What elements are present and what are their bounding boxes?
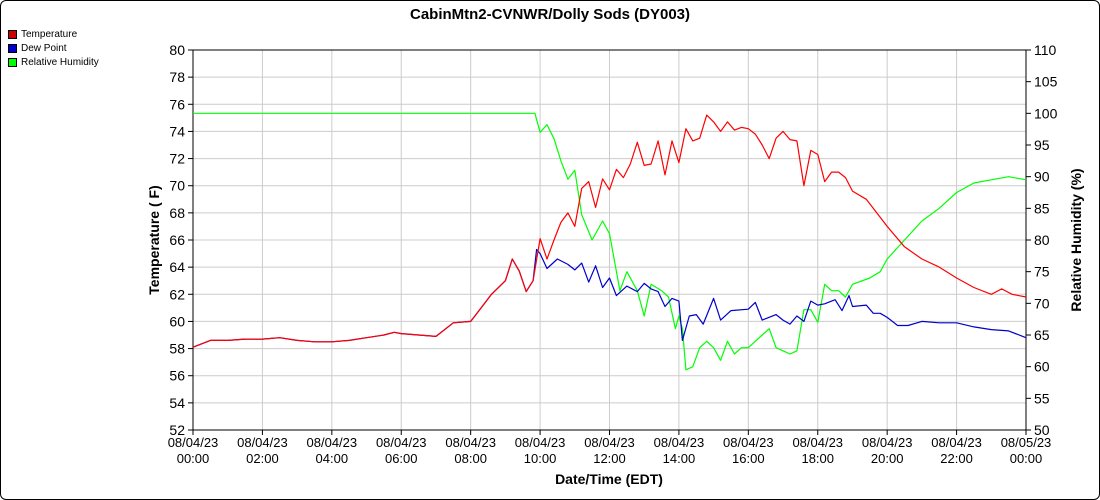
- x-tick-label-date: 08/04/23: [376, 435, 427, 450]
- x-tick-label-date: 08/04/23: [237, 435, 288, 450]
- y-tick-label: 56: [169, 368, 185, 384]
- x-axis-label: Date/Time (EDT): [555, 471, 663, 487]
- y2-tick-label: 100: [1034, 105, 1058, 121]
- legend: Temperature Dew Point Relative Humidity: [8, 27, 99, 69]
- series: [192, 112, 1027, 371]
- y2-tick-label: 90: [1034, 169, 1050, 185]
- y-tick-label: 66: [169, 232, 185, 248]
- y2-axis-ticks: 50 55 60 65 70 75 80 85 90 95 100 105 110: [1026, 42, 1058, 438]
- x-tick-label-time: 04:00: [316, 451, 349, 466]
- x-tick-label-time: 08:00: [454, 451, 487, 466]
- x-tick-label-date: 08/04/23: [168, 435, 219, 450]
- y2-tick-label: 65: [1034, 327, 1050, 343]
- x-tick-label-date: 08/04/23: [307, 435, 358, 450]
- x-tick-label-date: 08/04/23: [931, 435, 982, 450]
- y2-tick-label: 110: [1034, 42, 1057, 58]
- x-tick-label-date: 08/05/23: [1001, 435, 1052, 450]
- legend-label-dew-point: Dew Point: [21, 42, 67, 54]
- y2-tick-label: 85: [1034, 200, 1050, 216]
- y2-tick-label: 70: [1034, 295, 1050, 311]
- x-tick-label-time: 10:00: [524, 451, 557, 466]
- grid: [192, 49, 1027, 431]
- x-tick-label-time: 18:00: [801, 451, 834, 466]
- y2-tick-label: 105: [1034, 74, 1058, 90]
- y2-tick-label: 50: [1034, 422, 1050, 438]
- y-tick-label: 80: [169, 42, 185, 58]
- y-tick-label: 60: [169, 313, 185, 329]
- y2-tick-label: 75: [1034, 264, 1050, 280]
- series-line-temperature: [192, 114, 1027, 348]
- y-tick-label: 54: [169, 395, 185, 411]
- legend-item-dew-point: Dew Point: [8, 41, 99, 55]
- x-tick-label-time: 02:00: [246, 451, 279, 466]
- x-tick-label-date: 08/04/23: [515, 435, 566, 450]
- y-tick-label: 62: [169, 286, 185, 302]
- legend-item-relative-humidity: Relative Humidity: [8, 55, 99, 69]
- legend-label-temperature: Temperature: [21, 28, 78, 40]
- y-tick-label: 72: [169, 151, 185, 167]
- x-axis-ticks: 08/04/2300:0008/04/2302:0008/04/2304:000…: [168, 430, 1052, 466]
- x-tick-label-date: 08/04/23: [445, 435, 496, 450]
- legend-swatch-dew-point: [8, 43, 17, 53]
- series-line-relative-humidity: [193, 112, 1027, 371]
- y-tick-label: 78: [169, 69, 185, 85]
- x-tick-label-time: 14:00: [663, 451, 696, 466]
- x-tick-label-date: 08/04/23: [654, 435, 705, 450]
- chart-title: CabinMtn2-CVNWR/Dolly Sods (DY003): [410, 6, 690, 23]
- x-tick-label-date: 08/04/23: [584, 435, 635, 450]
- y-axis-ticks: 52 54 56 58 60 62 64 66 68 70 72 74 76 78 80: [169, 42, 193, 438]
- legend-label-relative-humidity: Relative Humidity: [21, 56, 99, 68]
- y-tick-label: 70: [169, 178, 185, 194]
- x-tick-label-date: 08/04/23: [792, 435, 843, 450]
- y2-tick-label: 55: [1034, 390, 1050, 406]
- y-tick-label: 52: [169, 422, 185, 438]
- y-tick-label: 58: [169, 341, 185, 357]
- y-axis-label: Temperature ( F): [146, 185, 162, 294]
- y2-tick-label: 60: [1034, 359, 1050, 375]
- x-tick-label-time: 00:00: [1010, 451, 1043, 466]
- y2-tick-label: 95: [1034, 137, 1050, 153]
- x-tick-label-time: 12:00: [593, 451, 626, 466]
- x-tick-label-time: 00:00: [177, 451, 210, 466]
- x-tick-label-time: 16:00: [732, 451, 765, 466]
- legend-swatch-relative-humidity: [8, 57, 17, 67]
- y-tick-label: 74: [169, 123, 185, 139]
- x-tick-label-date: 08/04/23: [723, 435, 774, 450]
- y2-axis-label: Relative Humidity (%): [1068, 168, 1084, 311]
- y2-tick-label: 80: [1034, 232, 1050, 248]
- legend-item-temperature: Temperature: [8, 27, 99, 41]
- y-tick-label: 76: [169, 96, 185, 112]
- x-tick-label-time: 06:00: [385, 451, 418, 466]
- x-tick-label-date: 08/04/23: [862, 435, 913, 450]
- y-tick-label: 68: [169, 205, 185, 221]
- legend-swatch-temperature: [8, 29, 17, 39]
- x-tick-label-time: 22:00: [940, 451, 973, 466]
- x-tick-label-time: 20:00: [871, 451, 904, 466]
- y-tick-label: 64: [169, 259, 185, 275]
